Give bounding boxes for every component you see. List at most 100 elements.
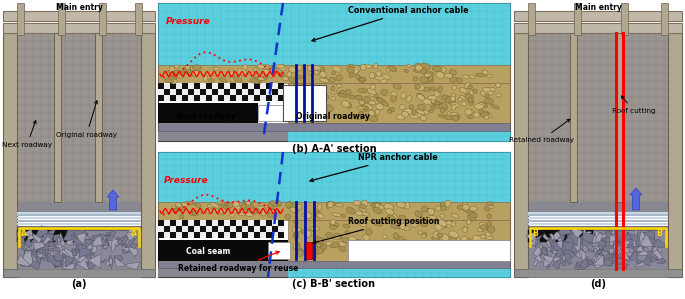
Polygon shape (584, 231, 592, 239)
Polygon shape (101, 242, 108, 250)
Bar (230, 95, 236, 101)
Ellipse shape (342, 214, 346, 218)
Polygon shape (125, 249, 130, 254)
Ellipse shape (410, 112, 419, 119)
Ellipse shape (295, 75, 303, 79)
Ellipse shape (270, 201, 277, 207)
Ellipse shape (184, 66, 191, 73)
Polygon shape (114, 255, 123, 263)
Ellipse shape (210, 202, 219, 208)
Bar (218, 226, 224, 232)
Polygon shape (598, 233, 603, 237)
Polygon shape (553, 245, 554, 250)
Bar (182, 89, 188, 95)
Bar (224, 89, 230, 95)
Ellipse shape (364, 64, 372, 68)
Ellipse shape (338, 93, 347, 97)
Polygon shape (628, 237, 639, 247)
Bar (176, 220, 182, 226)
Polygon shape (608, 241, 623, 254)
Ellipse shape (484, 98, 493, 104)
Polygon shape (66, 238, 75, 246)
Ellipse shape (326, 202, 330, 208)
Ellipse shape (360, 222, 367, 227)
Polygon shape (62, 255, 68, 270)
Bar (230, 232, 236, 238)
Ellipse shape (314, 70, 319, 74)
Text: Retained roadway: Retained roadway (509, 119, 574, 143)
Polygon shape (624, 238, 630, 249)
Text: A: A (21, 229, 27, 238)
Polygon shape (118, 236, 129, 246)
Polygon shape (32, 253, 38, 262)
Ellipse shape (467, 215, 476, 221)
Bar (170, 232, 176, 238)
Polygon shape (603, 237, 612, 244)
Bar (206, 232, 212, 238)
Polygon shape (553, 250, 563, 259)
Polygon shape (631, 244, 634, 249)
Polygon shape (603, 251, 612, 266)
Ellipse shape (177, 74, 184, 78)
Polygon shape (614, 248, 620, 257)
Ellipse shape (480, 225, 487, 230)
Polygon shape (92, 236, 103, 246)
Bar (272, 89, 278, 95)
Bar (170, 95, 176, 101)
Polygon shape (78, 240, 83, 243)
Polygon shape (115, 237, 122, 246)
Ellipse shape (469, 100, 474, 103)
Polygon shape (74, 229, 79, 242)
Polygon shape (563, 253, 571, 265)
Polygon shape (37, 253, 43, 258)
Ellipse shape (451, 115, 459, 121)
Polygon shape (546, 238, 552, 253)
Polygon shape (594, 262, 603, 269)
Ellipse shape (343, 224, 349, 228)
Ellipse shape (393, 244, 397, 249)
Ellipse shape (336, 242, 346, 247)
Ellipse shape (360, 105, 367, 109)
Ellipse shape (477, 236, 484, 240)
Polygon shape (556, 251, 562, 257)
Polygon shape (612, 230, 615, 235)
Polygon shape (526, 232, 536, 242)
Polygon shape (107, 237, 118, 247)
Bar (218, 220, 224, 226)
Polygon shape (18, 241, 23, 244)
Polygon shape (582, 242, 587, 248)
Ellipse shape (479, 102, 488, 108)
Polygon shape (619, 261, 627, 266)
Polygon shape (552, 258, 561, 269)
Ellipse shape (190, 67, 197, 71)
Ellipse shape (208, 78, 214, 82)
Ellipse shape (308, 70, 315, 75)
Ellipse shape (274, 200, 282, 206)
Ellipse shape (465, 82, 470, 89)
Ellipse shape (242, 65, 248, 70)
Ellipse shape (387, 246, 391, 250)
Polygon shape (27, 234, 34, 240)
Ellipse shape (425, 253, 434, 257)
Polygon shape (609, 232, 616, 242)
Polygon shape (27, 250, 33, 253)
Ellipse shape (462, 242, 470, 246)
Polygon shape (23, 237, 32, 248)
Ellipse shape (420, 77, 429, 83)
Ellipse shape (456, 248, 462, 252)
Bar (260, 95, 266, 101)
Ellipse shape (482, 87, 490, 92)
Ellipse shape (331, 236, 341, 239)
Text: Main entry: Main entry (575, 4, 621, 13)
Ellipse shape (318, 105, 323, 112)
Polygon shape (61, 263, 75, 272)
Ellipse shape (375, 253, 382, 260)
Ellipse shape (396, 245, 401, 251)
Ellipse shape (416, 94, 425, 100)
Ellipse shape (487, 221, 491, 227)
Ellipse shape (449, 77, 457, 82)
Polygon shape (32, 237, 38, 243)
Polygon shape (549, 252, 556, 262)
Polygon shape (567, 233, 578, 242)
Polygon shape (636, 261, 645, 267)
